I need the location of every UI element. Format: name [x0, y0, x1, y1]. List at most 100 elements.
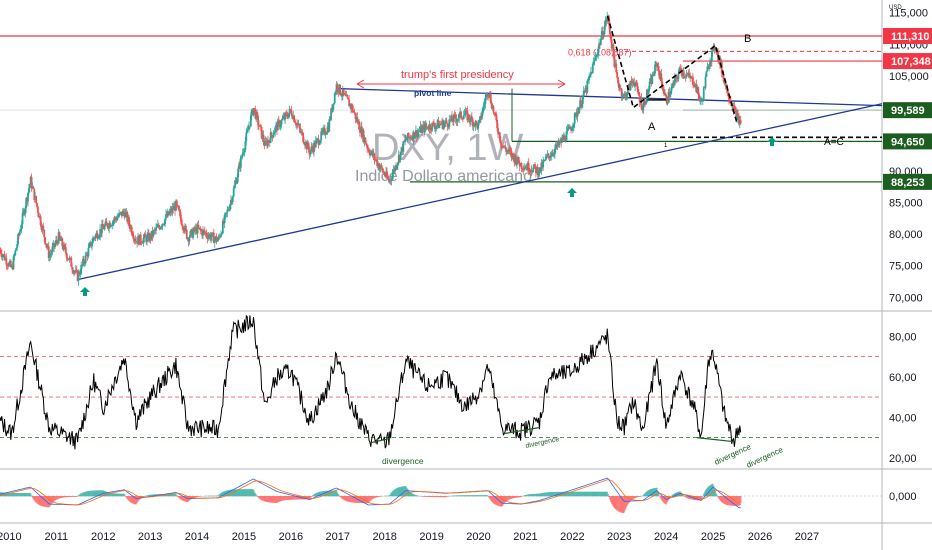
candle-body	[684, 76, 687, 78]
candle-body	[502, 146, 505, 148]
macd-histogram-bar	[571, 491, 573, 497]
candle-body	[657, 66, 660, 72]
candle-body	[186, 238, 189, 240]
candle-body	[605, 20, 608, 22]
macd-histogram-bar	[398, 487, 401, 497]
candle-body	[665, 96, 668, 104]
wave-b-label: B	[744, 33, 751, 45]
candle-body	[6, 264, 9, 266]
macd-histogram-bar	[386, 495, 388, 497]
macd-histogram-bar	[424, 496, 426, 497]
candle-body	[325, 132, 328, 135]
candle-body	[535, 166, 538, 173]
candle-body	[256, 112, 259, 116]
macd-histogram-bar	[420, 496, 423, 497]
candle-body	[265, 140, 268, 142]
candle-body	[388, 180, 391, 182]
macd-histogram-bar	[387, 495, 389, 497]
macd-histogram-bar	[374, 496, 377, 498]
candle-body	[152, 230, 155, 237]
macd-histogram-bar	[376, 496, 378, 498]
candle-body	[603, 26, 606, 35]
candle-body	[405, 139, 408, 140]
candle-body	[660, 73, 663, 82]
candle-body	[343, 93, 346, 95]
candle-body	[584, 87, 587, 93]
macd-histogram-bar	[364, 496, 367, 504]
candle-body	[489, 94, 492, 104]
candle-body	[214, 236, 217, 239]
elliott-wave-path	[606, 15, 738, 122]
macd-histogram-bar	[266, 496, 268, 503]
candle-body	[312, 148, 314, 153]
macd-histogram-bar	[622, 496, 625, 514]
macd-histogram-bar	[9, 492, 11, 497]
candle-body	[459, 111, 462, 114]
time-tick-label: 2025	[701, 531, 725, 543]
candle-body	[289, 108, 292, 111]
candle-body	[178, 209, 181, 212]
presidency-label: trump's first presidency	[401, 69, 514, 81]
candle-body	[279, 124, 282, 127]
macd-histogram-bar	[600, 491, 603, 497]
macd-histogram-bar	[497, 496, 499, 506]
candle-body	[64, 247, 67, 254]
macd-histogram-bar	[59, 496, 62, 499]
macd-histogram-bar	[685, 496, 688, 498]
candle-body	[108, 222, 111, 229]
macd-histogram-bar	[694, 496, 697, 501]
macd-histogram-bar	[294, 496, 296, 500]
candle-body	[67, 258, 70, 261]
candle-body	[613, 55, 616, 67]
macd-histogram-bar	[731, 496, 734, 506]
candle-body	[133, 239, 136, 240]
candle-body	[107, 227, 110, 229]
macd-histogram-bar	[31, 496, 34, 498]
macd-histogram-bar	[82, 492, 84, 497]
candle-body	[426, 126, 429, 129]
macd-histogram-bar	[577, 491, 580, 497]
macd-histogram-bar	[454, 495, 457, 497]
time-tick-label: 2018	[372, 531, 396, 543]
macd-histogram-bar	[586, 491, 589, 497]
macd-histogram-bar	[185, 496, 187, 502]
macd-histogram-bar	[551, 492, 553, 497]
candle-body	[626, 93, 628, 99]
candle-body	[493, 112, 496, 114]
candle-body	[376, 159, 379, 166]
candle-body	[597, 48, 600, 55]
macd-histogram-bar	[445, 496, 448, 497]
candle-body	[250, 109, 253, 116]
macd-histogram-bar	[90, 490, 92, 497]
macd-histogram-bar	[240, 489, 242, 497]
macd-histogram-bar	[505, 496, 507, 502]
candle-body	[245, 132, 248, 142]
macd-histogram-bar	[76, 496, 79, 497]
candle-body	[370, 150, 373, 153]
candle-body	[329, 119, 332, 120]
candle-body	[464, 110, 467, 114]
macd-histogram-bar	[608, 496, 610, 498]
time-tick-label: 2014	[185, 531, 209, 543]
candle-body	[70, 258, 73, 267]
candle-body	[633, 82, 636, 87]
macd-histogram-bar	[87, 491, 90, 497]
candle-body	[204, 233, 207, 234]
candle-body	[378, 167, 381, 169]
macd-histogram-bar	[319, 491, 322, 497]
divergence-line	[370, 438, 390, 444]
macd-histogram-bar	[430, 496, 433, 498]
candle-body	[334, 91, 337, 94]
candle-body	[301, 131, 304, 133]
candle-body	[313, 142, 315, 153]
candle-body	[634, 84, 637, 87]
candle-body	[441, 120, 443, 125]
macd-histogram-bar	[467, 495, 470, 497]
macd-histogram-bar	[146, 495, 148, 497]
candle-body	[140, 242, 143, 244]
candle-body	[332, 104, 334, 112]
macd-histogram-bar	[403, 486, 405, 497]
candle-body	[697, 87, 700, 95]
candle-body	[215, 236, 218, 242]
